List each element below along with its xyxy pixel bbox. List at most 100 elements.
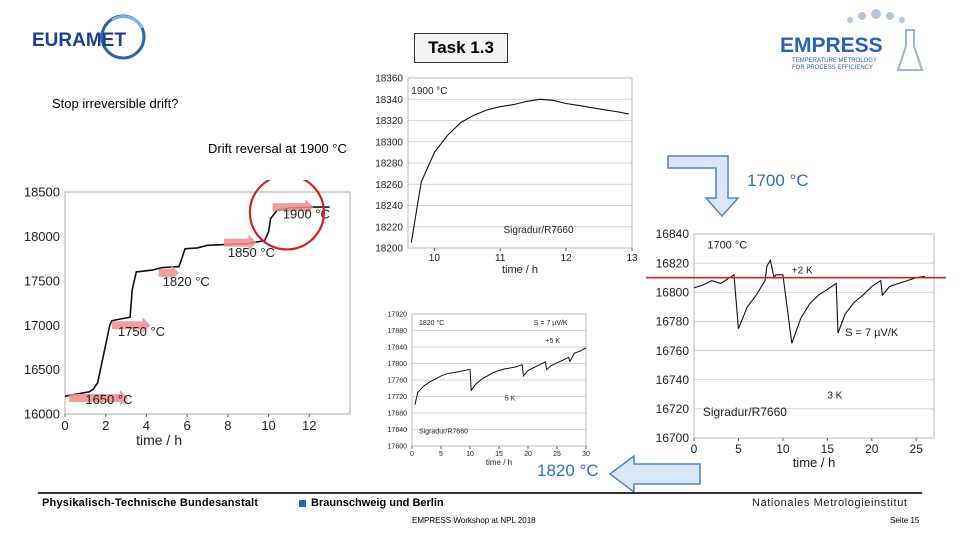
chart-main-drift: 16000 16500 17000 17500 18000 18500 0 2 4 6 8 10 12 t… [24,180,351,448]
y-tick-label: 16820 [656,256,690,270]
chart-1900c: 18200 18220 18240 18260 18280 18300 18320 18340… [375,74,638,277]
x-tick-label: 25 [553,451,561,458]
chart-annotation: +2 K [792,265,813,276]
y-tick-label: 17000 [24,318,60,333]
x-tick-label: 13 [626,253,638,264]
x-tick-label: 20 [865,442,879,456]
euramet-wordmark: EURAMET [32,30,126,51]
series-line [414,347,587,405]
x-tick-label: 20 [524,451,532,458]
plot-frame [693,233,935,439]
y-tick-label: 17720 [388,394,408,401]
x-tick-label: 0 [61,418,68,433]
series-line [410,98,629,243]
highlight-circle [248,180,325,251]
y-tick-label: 18000 [24,229,60,244]
chart-1700c: 16700 16720 16740 16760 16780 16800 16820 16840… [646,227,946,468]
chart-annotation: 1700 °C [707,240,747,252]
y-tick-label: 17920 [388,311,408,318]
x-tick-label: 10 [429,253,441,264]
x-tick-label: 15 [821,442,835,456]
footer-institute-name: Physikalisch-Technische Bundesanstalt [42,497,259,509]
y-tick-label: 16500 [24,362,60,377]
y-tick-label: 17880 [388,328,408,335]
chart-annotation: Sigradur/R7660 [419,429,468,436]
x-tick-label: 0 [410,451,414,458]
y-tick-label: 18240 [375,201,403,212]
y-tick-label: 17640 [388,427,408,434]
y-tick-label: 18340 [375,95,403,106]
chart-annotation: Sigradur/R7660 [504,225,574,236]
x-tick-label: 4 [143,418,150,433]
chart-annotation: 1820 °C [419,319,444,327]
x-tick-label: 12 [561,253,573,264]
euramet-logo: EURAMET [32,14,146,60]
y-tick-label: 18200 [375,244,403,255]
x-tick-label: 5 [439,451,443,458]
y-tick-label: 18260 [375,180,403,191]
y-tick-label: 18500 [24,185,60,200]
y-tick-label: 17800 [388,361,408,368]
y-tick-label: 17840 [388,344,408,351]
temperature-annotation: 1900 °C [283,207,330,222]
stop-drift-question: Stop irreversible drift? [52,96,179,111]
step-arrow [223,234,257,251]
chart-1820c: 17600 17640 17680 17720 17760 17800 17840 17880… [388,311,590,467]
y-tick-label: 17600 [388,443,408,450]
x-tick-label: 5 [735,442,742,456]
chart-annotation: 1900 °C [411,86,447,97]
footer-city: Braunschweig und Berlin [311,497,444,509]
x-tick-label: 15 [495,451,503,458]
chart-annotation: S = 7 µV/K [845,327,899,339]
series-line [693,258,926,344]
x-tick-label: 30 [582,451,590,458]
y-tick-label: 18320 [375,116,403,127]
y-tick-label: 18360 [375,74,403,85]
x-tick-label: 8 [224,418,231,433]
step-arrow [272,199,314,216]
arrow-label-1820: 1820 °C [537,461,599,480]
y-tick-label: 17500 [24,273,60,288]
y-tick-label: 16780 [656,315,690,329]
x-axis-label: time / h [136,432,182,448]
x-tick-label: 25 [910,442,924,456]
temperature-annotation: 1750 °C [118,324,165,339]
empress-logo: EMPRESS TEMPERATURE METROLOGY FOR PROCES… [780,9,924,71]
footer-square-icon [299,500,306,507]
y-tick-label: 17680 [388,410,408,417]
bent-down-arrow [667,155,740,218]
left-arrow [608,454,701,494]
step-arrow [111,317,151,334]
footer-divider [38,492,922,494]
series-line [64,206,330,397]
plot-frame [64,191,351,415]
plot-frame [407,77,633,249]
y-tick-label: 16700 [656,431,690,445]
x-tick-label: 10 [466,451,474,458]
x-tick-label: 6 [184,418,191,433]
y-tick-label: 16760 [656,344,690,358]
chart-annotation: +5 K [545,338,560,345]
y-tick-label: 17760 [388,377,408,384]
footer-institute: Physikalisch-Technische Bundesanstalt [42,497,258,509]
x-axis-label: time / h [793,455,836,468]
x-tick-label: 0 [691,442,698,456]
x-tick-label: 2 [102,418,109,433]
empress-wordmark: EMPRESS [780,34,883,57]
empress-tagline-1: TEMPERATURE METROLOGY [792,58,877,64]
temperature-annotation: 1850 °C [228,245,275,260]
chart-annotation: 5 K [505,396,516,403]
y-tick-label: 16840 [656,227,690,241]
temperature-annotation: 1650 °C [85,392,132,407]
y-tick-label: 16000 [24,407,60,422]
empress-tagline-2: FOR PROCESS EFFICIENCY [792,65,873,71]
chart-annotation: S = 7 µV/K [534,320,568,327]
arrow-label-1700: 1700 °C [747,171,809,190]
temperature-annotation: 1820 °C [163,274,210,289]
step-arrow [69,390,129,407]
step-arrow [158,264,179,281]
footer-workshop: EMPRESS Workshop at NPL 2018 [412,516,536,525]
x-tick-label: 12 [302,418,316,433]
x-tick-label: 11 [495,253,506,264]
